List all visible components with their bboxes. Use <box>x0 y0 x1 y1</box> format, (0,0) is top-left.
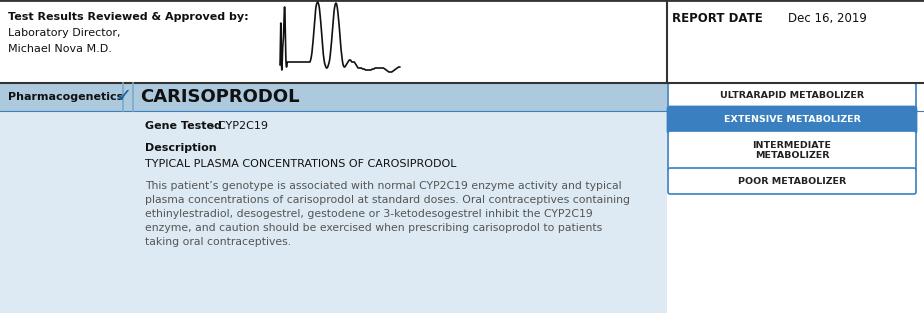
Text: ULTRARAPID METABOLIZER: ULTRARAPID METABOLIZER <box>720 91 864 100</box>
Text: enzyme, and caution should be exercised when prescribing carisoprodol to patient: enzyme, and caution should be exercised … <box>145 223 602 233</box>
Text: Michael Nova M.D.: Michael Nova M.D. <box>8 44 112 54</box>
Text: Gene Tested: Gene Tested <box>145 121 222 131</box>
Text: taking oral contraceptives.: taking oral contraceptives. <box>145 237 291 247</box>
Text: - CYP2C19: - CYP2C19 <box>207 121 268 131</box>
Text: REPORT DATE: REPORT DATE <box>672 12 762 25</box>
FancyBboxPatch shape <box>668 131 916 170</box>
Text: ✓: ✓ <box>115 88 131 106</box>
Text: Laboratory Director,: Laboratory Director, <box>8 28 120 38</box>
Text: ethinylestradiol, desogestrel, gestodene or 3-ketodesogestrel inhibit the CYP2C1: ethinylestradiol, desogestrel, gestodene… <box>145 209 593 219</box>
FancyBboxPatch shape <box>668 107 916 133</box>
Text: POOR METABOLIZER: POOR METABOLIZER <box>738 177 846 186</box>
Text: Description: Description <box>145 143 216 153</box>
FancyBboxPatch shape <box>668 168 916 194</box>
Text: This patient’s genotype is associated with normal CYP2C19 enzyme activity and ty: This patient’s genotype is associated wi… <box>145 181 622 191</box>
FancyBboxPatch shape <box>0 111 667 313</box>
Text: EXTENSIVE METABOLIZER: EXTENSIVE METABOLIZER <box>723 115 860 125</box>
FancyBboxPatch shape <box>0 83 667 111</box>
Text: Dec 16, 2019: Dec 16, 2019 <box>788 12 867 25</box>
Text: CARISOPRODOL: CARISOPRODOL <box>140 88 299 106</box>
Text: Pharmacogenetics: Pharmacogenetics <box>8 92 123 102</box>
Text: INTERMEDIATE
METABOLIZER: INTERMEDIATE METABOLIZER <box>752 141 832 160</box>
Text: plasma concentrations of carisoprodol at standard doses. Oral contraceptives con: plasma concentrations of carisoprodol at… <box>145 195 630 205</box>
Text: TYPICAL PLASMA CONCENTRATIONS OF CAROSIPRODOL: TYPICAL PLASMA CONCENTRATIONS OF CAROSIP… <box>145 159 456 169</box>
FancyBboxPatch shape <box>668 83 916 109</box>
Text: Test Results Reviewed & Approved by:: Test Results Reviewed & Approved by: <box>8 12 249 22</box>
FancyBboxPatch shape <box>0 0 924 83</box>
